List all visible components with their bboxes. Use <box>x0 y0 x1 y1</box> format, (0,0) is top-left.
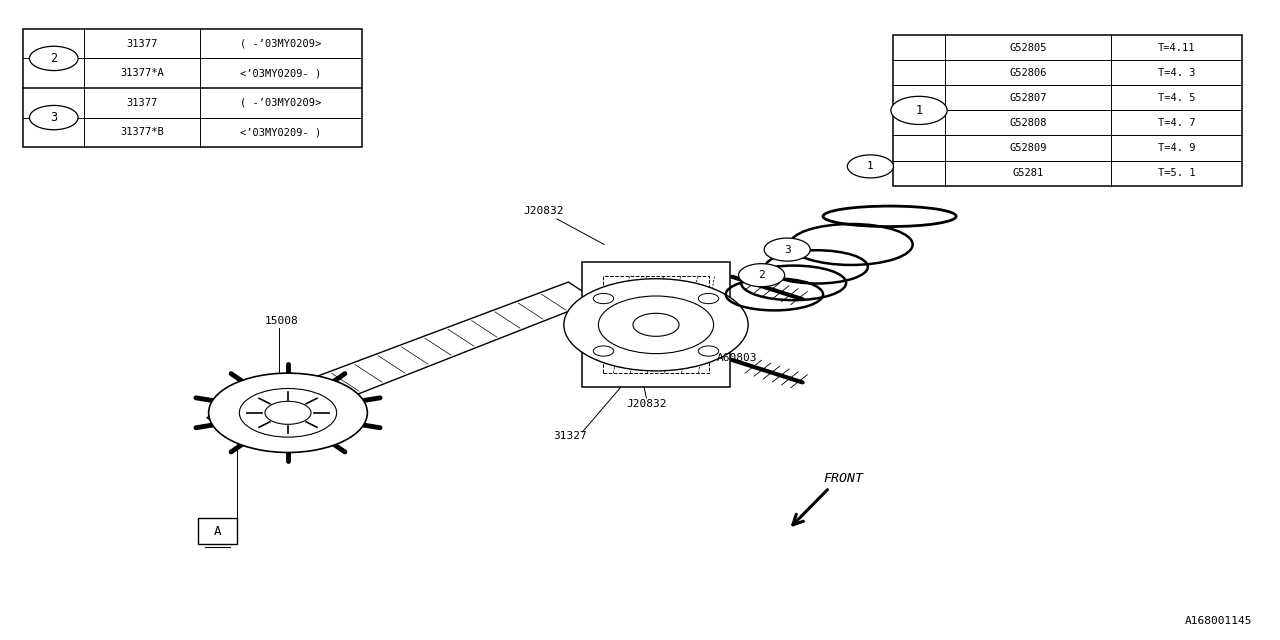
Text: G52809: G52809 <box>1009 143 1047 153</box>
Polygon shape <box>207 282 596 440</box>
Circle shape <box>564 279 749 371</box>
Text: G52808: G52808 <box>1009 118 1047 128</box>
Text: A168001145: A168001145 <box>1184 616 1252 626</box>
Text: G52805: G52805 <box>1009 43 1047 52</box>
Text: 15008: 15008 <box>265 316 298 326</box>
Text: A60803: A60803 <box>717 353 758 364</box>
Text: 2: 2 <box>758 270 765 280</box>
Text: T=4. 9: T=4. 9 <box>1157 143 1196 153</box>
Text: 31377: 31377 <box>127 38 157 49</box>
Text: J20832: J20832 <box>626 399 667 410</box>
Circle shape <box>29 46 78 70</box>
Circle shape <box>847 155 893 178</box>
Text: T=4. 5: T=4. 5 <box>1157 93 1196 103</box>
Text: 31377*A: 31377*A <box>120 68 164 78</box>
Text: 3: 3 <box>783 244 791 255</box>
Text: 31327: 31327 <box>553 431 586 442</box>
Text: FRONT: FRONT <box>823 472 863 484</box>
Circle shape <box>209 373 367 452</box>
Text: T=4. 7: T=4. 7 <box>1157 118 1196 128</box>
Bar <box>582 262 730 387</box>
Text: G52806: G52806 <box>1009 68 1047 78</box>
Bar <box>198 518 237 544</box>
Text: ( -’03MY0209>: ( -’03MY0209> <box>241 98 321 108</box>
Text: <’03MY0209- ): <’03MY0209- ) <box>241 127 321 138</box>
Circle shape <box>764 238 810 261</box>
Text: T=5. 1: T=5. 1 <box>1157 168 1196 178</box>
Circle shape <box>29 106 78 130</box>
Bar <box>603 276 709 373</box>
Text: ( -’03MY0209>: ( -’03MY0209> <box>241 38 321 49</box>
Text: G52807: G52807 <box>1009 93 1047 103</box>
Text: 3: 3 <box>50 111 58 124</box>
Text: 1: 1 <box>915 104 923 117</box>
Text: 1: 1 <box>867 161 874 172</box>
Circle shape <box>739 264 785 287</box>
Text: 2: 2 <box>50 52 58 65</box>
Text: A: A <box>214 525 221 538</box>
Text: T=4. 3: T=4. 3 <box>1157 68 1196 78</box>
Text: T=4.11: T=4.11 <box>1157 43 1196 52</box>
Bar <box>893 35 1242 186</box>
Text: 31377: 31377 <box>127 98 157 108</box>
Text: 31377*B: 31377*B <box>120 127 164 138</box>
Circle shape <box>891 97 947 125</box>
Bar <box>23 29 362 147</box>
Text: J20832: J20832 <box>524 206 564 216</box>
Text: <’03MY0209- ): <’03MY0209- ) <box>241 68 321 78</box>
Text: G5281: G5281 <box>1012 168 1043 178</box>
